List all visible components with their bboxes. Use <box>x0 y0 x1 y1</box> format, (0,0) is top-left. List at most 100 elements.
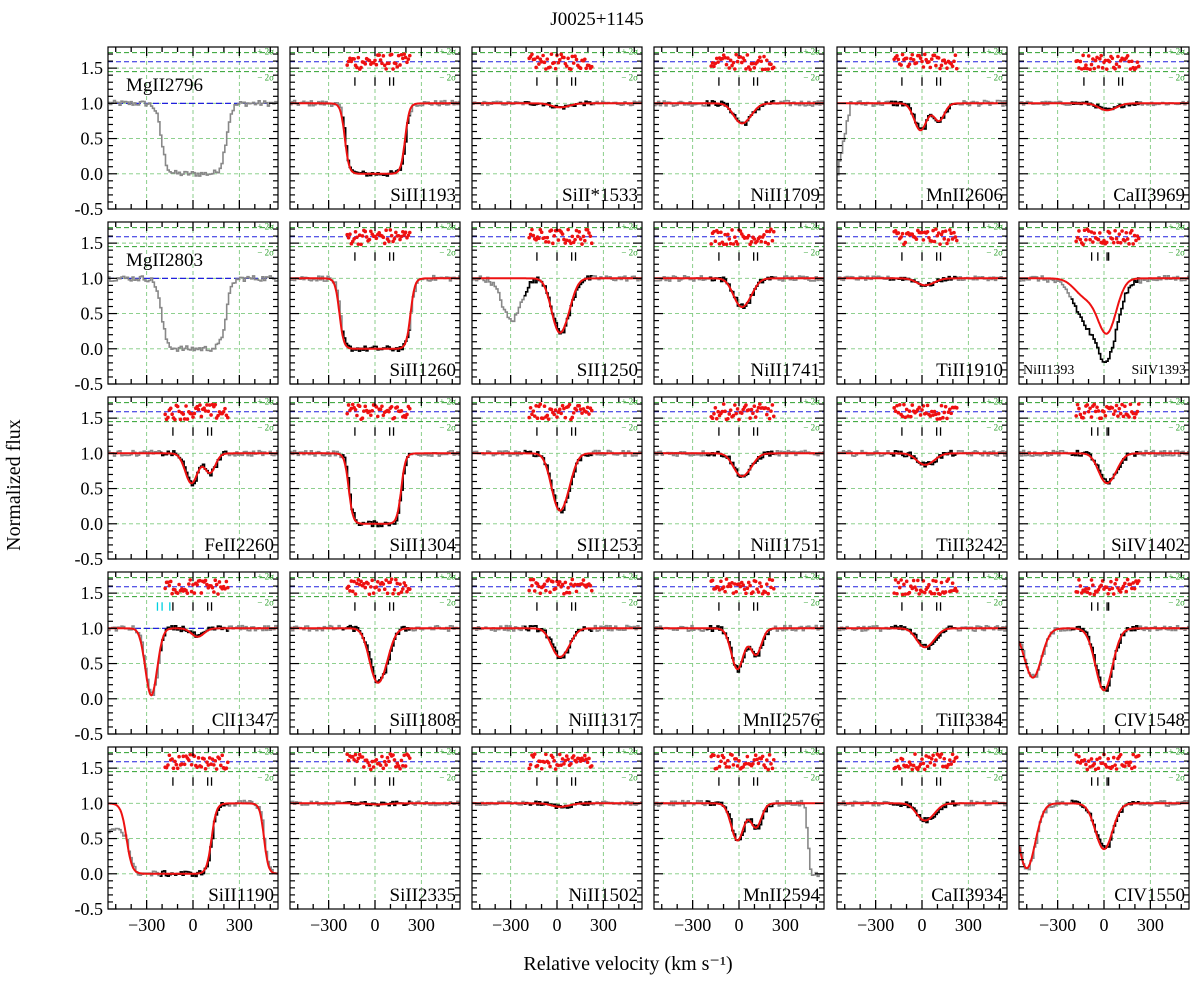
residual-point <box>929 591 934 596</box>
residual-point <box>1114 62 1119 67</box>
residual-point <box>744 591 748 596</box>
residual-point <box>549 52 554 56</box>
residual-point <box>758 581 762 585</box>
residual-point <box>399 52 404 57</box>
residual-point <box>893 409 898 414</box>
residual-point <box>1082 66 1087 71</box>
y-tick-label: 1.5 <box>81 408 104 428</box>
residual-point <box>219 763 223 768</box>
residual-point <box>534 238 538 242</box>
residual-point <box>1111 592 1116 596</box>
residual-point <box>225 760 230 765</box>
residual-point <box>405 60 409 65</box>
residual-point <box>1125 54 1130 58</box>
residual-point <box>395 405 400 409</box>
residual-point <box>712 753 716 758</box>
residual-point <box>762 232 766 237</box>
residual-point <box>771 757 776 762</box>
residual-point <box>1121 414 1126 419</box>
panel-label: MnII2576 <box>743 710 820 731</box>
residual-point <box>366 760 370 765</box>
residual-point <box>950 237 955 241</box>
residual-label-lower: − 2σ <box>439 248 456 258</box>
residual-point <box>571 61 576 65</box>
residual-point <box>181 412 186 416</box>
y-tick-label: 1.5 <box>81 58 104 78</box>
residual-point <box>949 411 954 416</box>
residual-point <box>769 762 773 766</box>
residual-point <box>381 54 386 58</box>
residual-point <box>1100 66 1105 70</box>
residual-point <box>585 405 590 410</box>
residual-point <box>546 577 551 581</box>
residual-point <box>345 752 349 757</box>
residual-point <box>1106 757 1110 761</box>
residual-point <box>389 233 394 238</box>
residual-point <box>352 57 356 61</box>
y-tick-label: 1.5 <box>81 233 104 253</box>
residual-point <box>563 241 568 245</box>
residual-point <box>212 763 216 767</box>
panel-plot-area <box>290 747 460 909</box>
residual-point <box>574 408 579 412</box>
residual-point <box>541 416 545 421</box>
residual-point <box>360 234 365 238</box>
residual-point <box>216 413 220 418</box>
residual-point <box>545 235 550 240</box>
residual-point <box>349 406 354 411</box>
residual-point <box>392 758 397 762</box>
x-tick-label: 0 <box>1100 915 1109 935</box>
residual-point <box>355 759 359 764</box>
residual-point <box>213 402 218 407</box>
residual-point <box>920 589 924 594</box>
residual-point <box>549 228 554 232</box>
fitted-region-spectrum <box>1070 277 1140 364</box>
panel-plot-area <box>837 47 1007 209</box>
residual-point <box>929 57 934 61</box>
residual-point <box>1096 65 1101 69</box>
residual-point <box>939 63 944 68</box>
residual-point <box>943 404 948 409</box>
residual-point <box>918 762 923 767</box>
panel-plot-area <box>654 747 824 909</box>
residual-point <box>583 753 587 758</box>
residual-point <box>553 767 558 771</box>
residual-point <box>588 583 593 588</box>
residual-point <box>900 592 905 597</box>
residual-point <box>348 589 352 593</box>
residual-point <box>580 242 584 246</box>
residual-point <box>734 411 739 416</box>
residual-label-upper: + 2σ <box>439 747 456 757</box>
residual-point <box>731 60 736 65</box>
panel-label: SII1253 <box>577 535 638 556</box>
residual-point <box>191 415 195 419</box>
residual-point <box>224 766 229 771</box>
residual-point <box>362 581 366 586</box>
residual-point <box>217 580 222 584</box>
residual-point <box>744 67 748 71</box>
residual-point <box>385 591 390 596</box>
model-fit-curve <box>108 627 278 697</box>
residual-point <box>1130 59 1134 64</box>
residual-point <box>182 762 187 767</box>
residual-point <box>734 757 739 761</box>
residual-point <box>359 242 363 247</box>
residual-label-upper: + 2σ <box>621 572 638 582</box>
residual-point <box>185 591 190 595</box>
residual-point <box>403 583 408 588</box>
x-axis-label: Relative velocity (km s⁻¹) <box>523 953 732 975</box>
residual-point <box>766 591 771 596</box>
residual-point <box>1084 237 1088 242</box>
residual-point <box>353 752 358 757</box>
residual-point <box>532 57 537 61</box>
residual-point <box>567 590 572 595</box>
residual-point <box>1077 754 1081 759</box>
residual-point <box>539 766 544 771</box>
residual-point <box>1136 64 1141 69</box>
residual-point <box>546 240 551 244</box>
model-fit-curve <box>108 452 278 485</box>
residual-point <box>225 415 230 420</box>
residual-point <box>726 758 730 763</box>
residual-point <box>741 583 745 587</box>
